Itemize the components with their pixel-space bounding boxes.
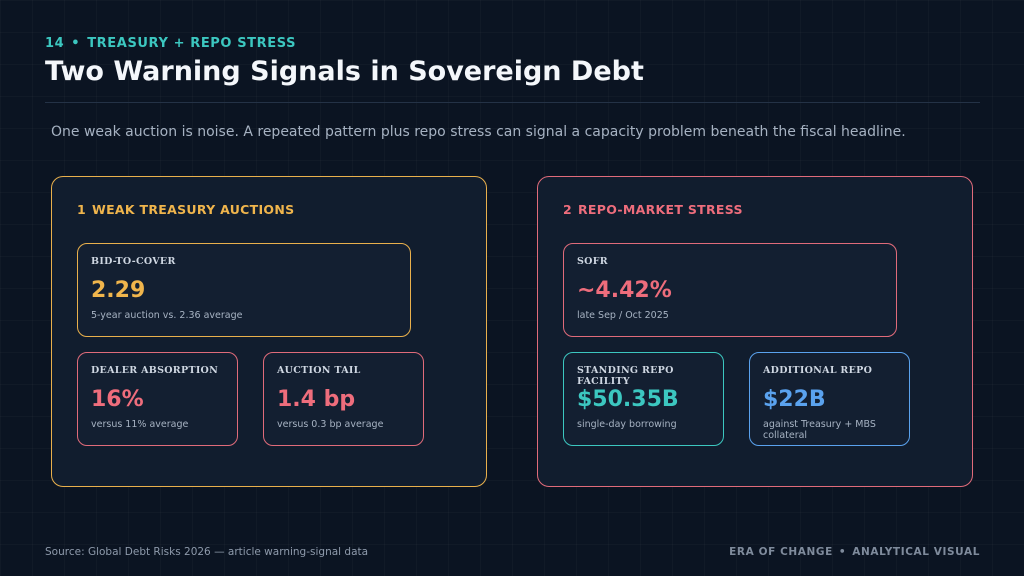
metric-note: versus 0.3 bp average <box>277 419 384 430</box>
lede-text: One weak auction is noise. A repeated pa… <box>51 124 906 140</box>
footer-brand: ERA OF CHANGE • ANALYTICAL VISUAL <box>729 546 980 558</box>
metric-label: SOFR <box>577 256 608 267</box>
metric-card-dealer-absorption: DEALER ABSORPTION 16% versus 11% average <box>77 352 238 446</box>
metric-label: STANDING REPO FACILITY <box>577 365 674 387</box>
metric-note: 5-year auction vs. 2.36 average <box>91 310 243 321</box>
metric-value: 1.4 bp <box>277 387 356 412</box>
metric-value: ~4.42% <box>577 278 672 303</box>
metric-value: $22B <box>763 387 826 412</box>
metric-card-additional-repo: ADDITIONAL REPO $22B against Treasury + … <box>749 352 910 446</box>
slide-number: 14 <box>45 36 65 51</box>
kicker-topic: TREASURY + REPO STRESS <box>87 36 297 51</box>
slide-kicker: 14 • TREASURY + REPO STRESS <box>45 36 296 51</box>
footer-separator: • <box>838 546 847 558</box>
metric-card-standing-repo-facility: STANDING REPO FACILITY $50.35B single-da… <box>563 352 724 446</box>
metric-card-sofr: SOFR ~4.42% late Sep / Oct 2025 <box>563 243 897 337</box>
metric-card-bid-to-cover: BID-TO-COVER 2.29 5-year auction vs. 2.3… <box>77 243 411 337</box>
metric-value: $50.35B <box>577 387 679 412</box>
panel-title: WEAK TREASURY AUCTIONS <box>92 202 295 217</box>
brand-name: ERA OF CHANGE <box>729 546 833 558</box>
brand-tag: ANALYTICAL VISUAL <box>852 546 980 558</box>
metric-value: 2.29 <box>91 278 146 303</box>
metric-label: AUCTION TAIL <box>277 365 361 376</box>
kicker-separator: • <box>71 36 81 51</box>
metric-card-auction-tail: AUCTION TAIL 1.4 bp versus 0.3 bp averag… <box>263 352 424 446</box>
panel-heading: 2 REPO-MARKET STRESS <box>563 202 743 217</box>
metric-label: DEALER ABSORPTION <box>91 365 219 376</box>
metric-note: against Treasury + MBS collateral <box>763 419 876 441</box>
panel-weak-treasury-auctions: 1 WEAK TREASURY AUCTIONS BID-TO-COVER 2.2… <box>51 176 487 487</box>
title-divider <box>45 102 980 103</box>
panel-heading: 1 WEAK TREASURY AUCTIONS <box>77 202 294 217</box>
metric-note: single-day borrowing <box>577 419 677 430</box>
panel-number: 1 <box>77 202 86 217</box>
metric-note: late Sep / Oct 2025 <box>577 310 669 321</box>
metric-value: 16% <box>91 387 144 412</box>
metric-note: versus 11% average <box>91 419 189 430</box>
panel-repo-market-stress: 2 REPO-MARKET STRESS SOFR ~4.42% late Sep… <box>537 176 973 487</box>
metric-label: ADDITIONAL REPO <box>763 365 873 376</box>
metric-label: BID-TO-COVER <box>91 256 176 267</box>
panel-title: REPO-MARKET STRESS <box>578 202 743 217</box>
source-note: Source: Global Debt Risks 2026 — article… <box>45 546 369 558</box>
panel-number: 2 <box>563 202 572 217</box>
page-title: Two Warning Signals in Sovereign Debt <box>45 56 644 87</box>
